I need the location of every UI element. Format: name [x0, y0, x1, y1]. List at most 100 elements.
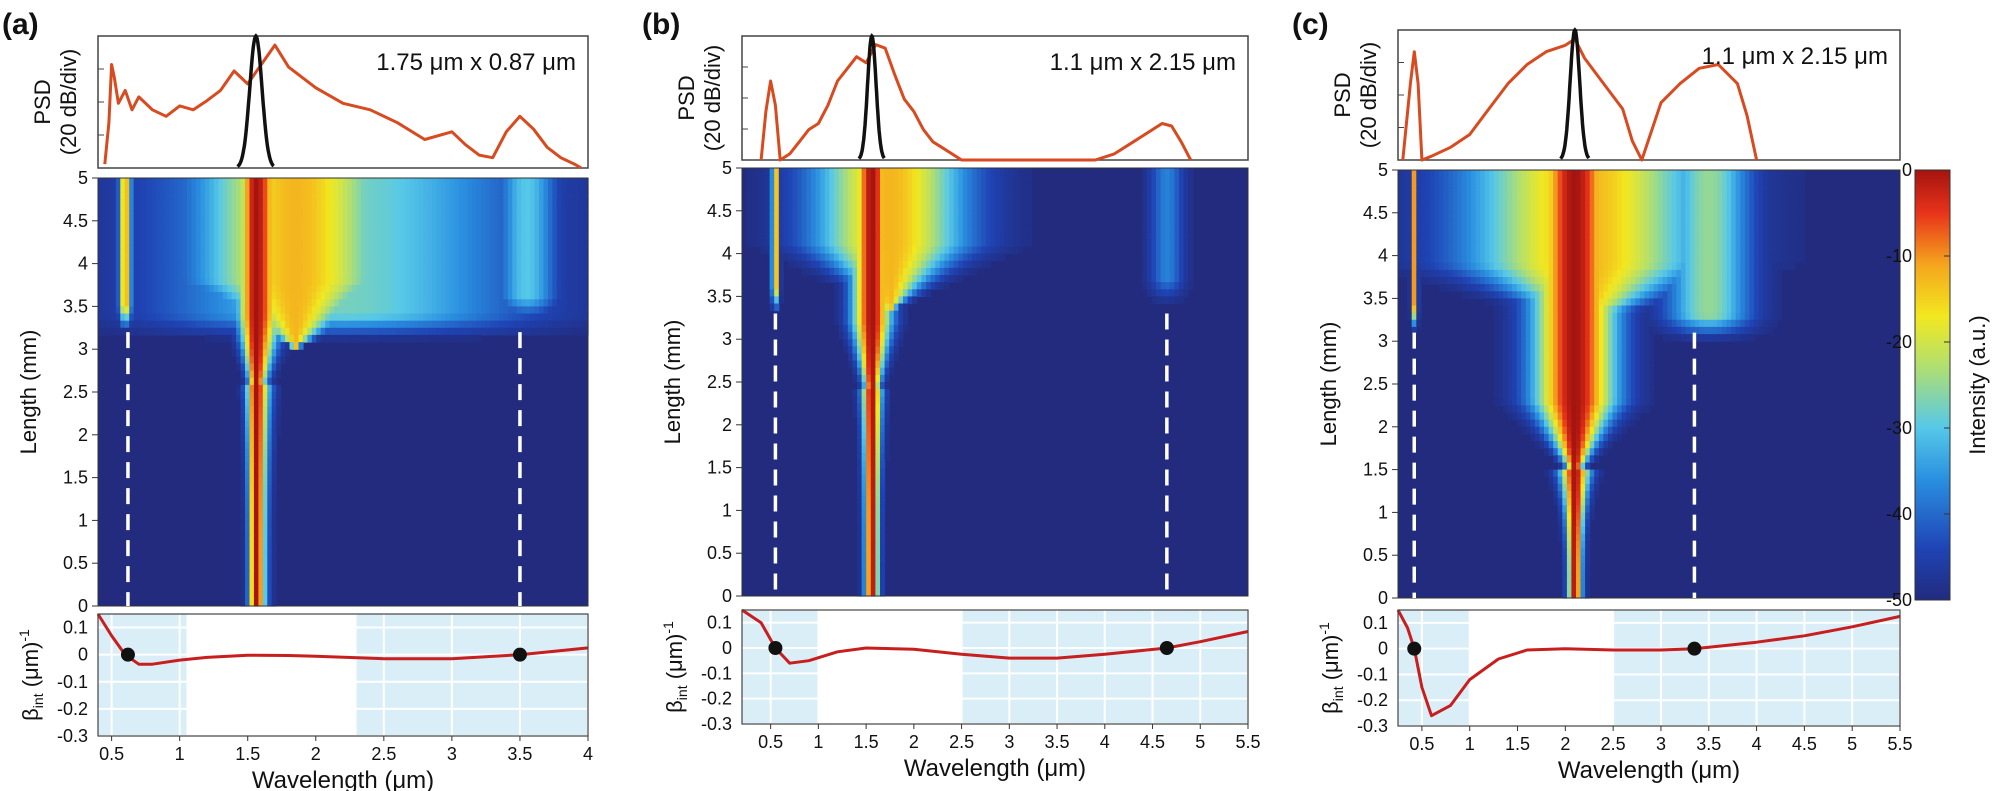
wavelength-tick-label: 4	[1100, 732, 1110, 752]
length-tick-label: 3.5	[63, 296, 88, 316]
panel-b: (b) PSD (20 dB/div) 1.1 μm x 2.15 μm 0 0.5 1 1.…	[642, 8, 1261, 782]
length-tick-label: 0.5	[707, 543, 732, 563]
length-tick-label: 3	[78, 339, 88, 359]
anomalous-dispersion-region	[742, 610, 819, 724]
beta-axis-label: βint (μm)-1	[16, 629, 46, 721]
beta-tick-label: -0.2	[57, 699, 88, 719]
beta-tick-label: 0.1	[63, 618, 88, 638]
length-tick-label: 1	[722, 500, 732, 520]
waveguide-dimensions: 1.1 μm x 2.15 μm	[1050, 49, 1236, 76]
wavelength-tick-label: 4	[1752, 734, 1762, 754]
anomalous-dispersion-region	[356, 614, 588, 736]
length-tick-label: 2	[78, 425, 88, 445]
colorbar-tick-label: -30	[1886, 418, 1912, 438]
length-tick-label: 2.5	[1363, 374, 1388, 394]
wavelength-tick-label: 5.5	[1235, 732, 1260, 752]
wavelength-tick-label: 1.5	[1505, 734, 1530, 754]
beta-tick-label: 0	[722, 638, 732, 658]
length-tick-label: 5	[722, 158, 732, 178]
psd-ylabel-line1: PSD	[1330, 72, 1355, 117]
colorbar: 0 -10 -20 -30 -40 -50 Intensity (a.u.)	[1886, 160, 1990, 610]
wavelength-tick-label: 3.5	[1045, 732, 1070, 752]
length-tick-label: 0	[78, 596, 88, 616]
psd-ylabel-line2: (20 dB/div)	[1356, 42, 1381, 148]
zero-crossing-point	[768, 641, 783, 655]
heatmap-cells	[1398, 170, 1900, 599]
psd-axes	[741, 35, 1249, 161]
wavelength-axis-label: Wavelength (μm)	[1558, 757, 1740, 784]
wavelength-tick-label: 2.5	[949, 732, 974, 752]
zero-crossing-point	[120, 647, 135, 662]
wavelength-tick-label: 1	[1465, 734, 1475, 754]
zero-crossing-point	[1159, 641, 1174, 655]
waveguide-dimensions: 1.75 μm x 0.87 μm	[376, 49, 576, 76]
beta-tick-label: 0	[1378, 639, 1388, 659]
anomalous-dispersion-region	[1398, 610, 1470, 726]
wavelength-tick-label: 2.5	[371, 744, 396, 764]
wavelength-tick-label: 5	[1195, 732, 1205, 752]
length-axis-label: Length (mm)	[16, 330, 41, 455]
beta-axis-label: βint (μm)-1	[660, 621, 690, 713]
length-tick-label: 4	[78, 254, 88, 274]
length-tick-label: 1.5	[1363, 460, 1388, 480]
wavelength-tick-label: 1.5	[235, 744, 260, 764]
beta-axis-label: βint (μm)-1	[1316, 622, 1346, 714]
zero-crossing-point	[1687, 641, 1702, 656]
length-tick-label: 0	[1378, 588, 1388, 608]
beta-axes-frame	[741, 609, 1249, 725]
wavelength-tick-label: 0.5	[99, 744, 124, 764]
psd-ylabel-line2: (20 dB/div)	[700, 45, 725, 151]
wavelength-tick-label: 2	[909, 732, 919, 752]
length-tick-label: 2	[1378, 417, 1388, 437]
wavelength-tick-label: 3	[1004, 732, 1014, 752]
colorbar-tick-label: -20	[1886, 332, 1912, 352]
length-tick-label: 0.5	[1363, 545, 1388, 565]
panel-c: (c) PSD (20 dB/div) 1.1 μm x 2.15 μm 0 0.5 1 1.…	[1292, 8, 1913, 784]
length-tick-label: 1	[78, 510, 88, 530]
wavelength-tick-label: 3.5	[507, 744, 532, 764]
length-tick-label: 4	[1378, 246, 1388, 266]
beta-tick-label: -0.3	[701, 714, 732, 734]
wavelength-tick-label: 1	[813, 732, 823, 752]
length-tick-label: 3.5	[707, 286, 732, 306]
wavelength-tick-label: 1	[175, 744, 185, 764]
beta-tick-label: -0.1	[701, 663, 732, 683]
psd-ylabel-line2: (20 dB/div)	[56, 49, 81, 155]
length-tick-label: 3	[722, 329, 732, 349]
beta-axes-frame	[97, 613, 589, 737]
zero-crossing-point	[1407, 641, 1422, 656]
length-tick-label: 4	[722, 244, 732, 264]
beta-tick-label: 0.1	[707, 613, 732, 633]
colorbar-gradient	[1914, 169, 1951, 601]
beta-axes-frame	[1397, 609, 1901, 727]
wavelength-tick-label: 1.5	[854, 732, 879, 752]
pump-spectrum-line	[1559, 27, 1591, 160]
panel-label: (c)	[1292, 8, 1329, 41]
length-tick-label: 4.5	[1363, 203, 1388, 223]
length-tick-label: 1.5	[63, 468, 88, 488]
length-tick-label: 1.5	[707, 458, 732, 478]
wavelength-tick-label: 4	[583, 744, 593, 764]
colorbar-label: Intensity (a.u.)	[1965, 315, 1990, 454]
length-axis-label: Length (mm)	[660, 320, 685, 445]
wavelength-tick-label: 5	[1847, 734, 1857, 754]
wavelength-tick-label: 3.5	[1696, 734, 1721, 754]
psd-ylabel-line1: PSD	[30, 79, 55, 124]
length-tick-label: 4.5	[707, 201, 732, 221]
wavelength-tick-label: 5.5	[1887, 734, 1912, 754]
integrated-dispersion-curve	[1396, 609, 1901, 718]
length-tick-label: 2	[722, 415, 732, 435]
colorbar-tick-label: -40	[1886, 504, 1912, 524]
length-tick-label: 1	[1378, 502, 1388, 522]
wavelength-tick-label: 2.5	[1601, 734, 1626, 754]
zero-crossing-point	[512, 647, 527, 662]
beta-tick-label: -0.3	[57, 726, 88, 746]
psd-ylabel-line1: PSD	[674, 75, 699, 120]
wavelength-tick-label: 2	[1560, 734, 1570, 754]
length-tick-label: 4.5	[63, 211, 88, 231]
beta-tick-label: -0.1	[1357, 664, 1388, 684]
wavelength-tick-label: 3	[1656, 734, 1666, 754]
length-axis-label: Length (mm)	[1316, 322, 1341, 447]
panel-label: (b)	[642, 8, 680, 41]
output-spectrum-line	[1401, 37, 1759, 162]
